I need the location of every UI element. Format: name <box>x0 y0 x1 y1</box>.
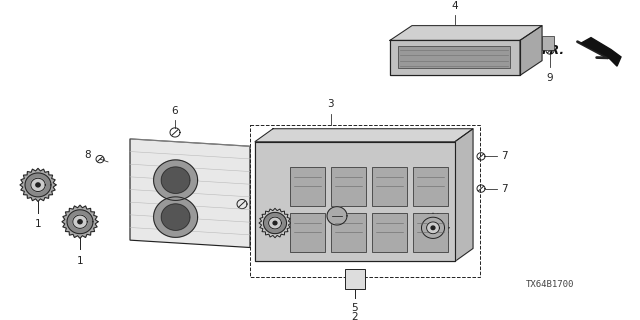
Polygon shape <box>78 220 82 224</box>
Polygon shape <box>255 129 473 142</box>
Polygon shape <box>264 212 287 234</box>
Text: 4: 4 <box>452 1 458 11</box>
Polygon shape <box>269 217 282 229</box>
Text: 7: 7 <box>501 151 508 161</box>
Polygon shape <box>31 178 45 192</box>
Polygon shape <box>130 139 250 247</box>
Bar <box>372 213 407 252</box>
Polygon shape <box>427 222 440 234</box>
Polygon shape <box>36 183 40 187</box>
Text: 7: 7 <box>501 184 508 194</box>
Text: 2: 2 <box>352 312 358 320</box>
Polygon shape <box>73 215 87 228</box>
Polygon shape <box>255 142 455 261</box>
Bar <box>290 167 325 206</box>
Polygon shape <box>327 207 347 225</box>
Polygon shape <box>259 208 291 238</box>
Text: 9: 9 <box>547 73 554 83</box>
Polygon shape <box>390 40 520 75</box>
Text: 1: 1 <box>35 219 42 229</box>
Bar <box>413 167 448 206</box>
Polygon shape <box>520 26 542 75</box>
Polygon shape <box>154 160 198 200</box>
Polygon shape <box>67 210 93 234</box>
Polygon shape <box>455 129 473 261</box>
Bar <box>542 36 554 51</box>
Bar <box>250 125 480 277</box>
Text: FR.: FR. <box>542 44 565 57</box>
Bar <box>372 167 407 206</box>
Polygon shape <box>62 205 98 238</box>
Text: 6: 6 <box>172 106 179 116</box>
Bar <box>290 213 325 252</box>
Bar <box>345 269 365 289</box>
Bar <box>331 213 366 252</box>
Text: 5: 5 <box>352 303 358 313</box>
Text: TX64B1700: TX64B1700 <box>526 280 574 289</box>
Polygon shape <box>273 221 277 225</box>
Polygon shape <box>20 168 56 202</box>
Bar <box>331 167 366 206</box>
Text: 1: 1 <box>77 256 83 266</box>
Polygon shape <box>390 26 542 40</box>
Bar <box>398 46 510 68</box>
Polygon shape <box>25 173 51 197</box>
Polygon shape <box>161 204 190 230</box>
Polygon shape <box>161 167 190 193</box>
Bar <box>413 213 448 252</box>
Text: 3: 3 <box>327 100 334 109</box>
Polygon shape <box>417 213 449 243</box>
Polygon shape <box>581 38 621 66</box>
Polygon shape <box>154 197 198 237</box>
Polygon shape <box>431 226 435 229</box>
Text: 8: 8 <box>84 149 92 160</box>
Polygon shape <box>422 217 445 238</box>
